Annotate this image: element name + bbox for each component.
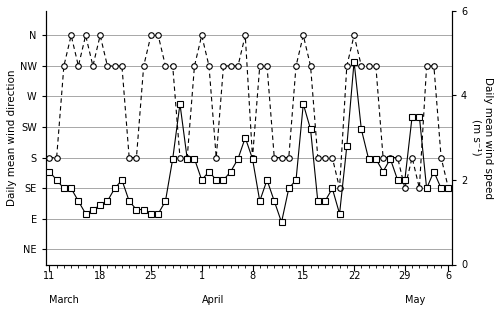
Text: April: April xyxy=(202,295,224,305)
Text: March: March xyxy=(50,295,80,305)
Y-axis label: Daily mean wind speed
(m s⁻¹): Daily mean wind speed (m s⁻¹) xyxy=(472,77,493,199)
Y-axis label: Daily mean wind direction: Daily mean wind direction xyxy=(7,70,17,206)
Text: May: May xyxy=(405,295,425,305)
